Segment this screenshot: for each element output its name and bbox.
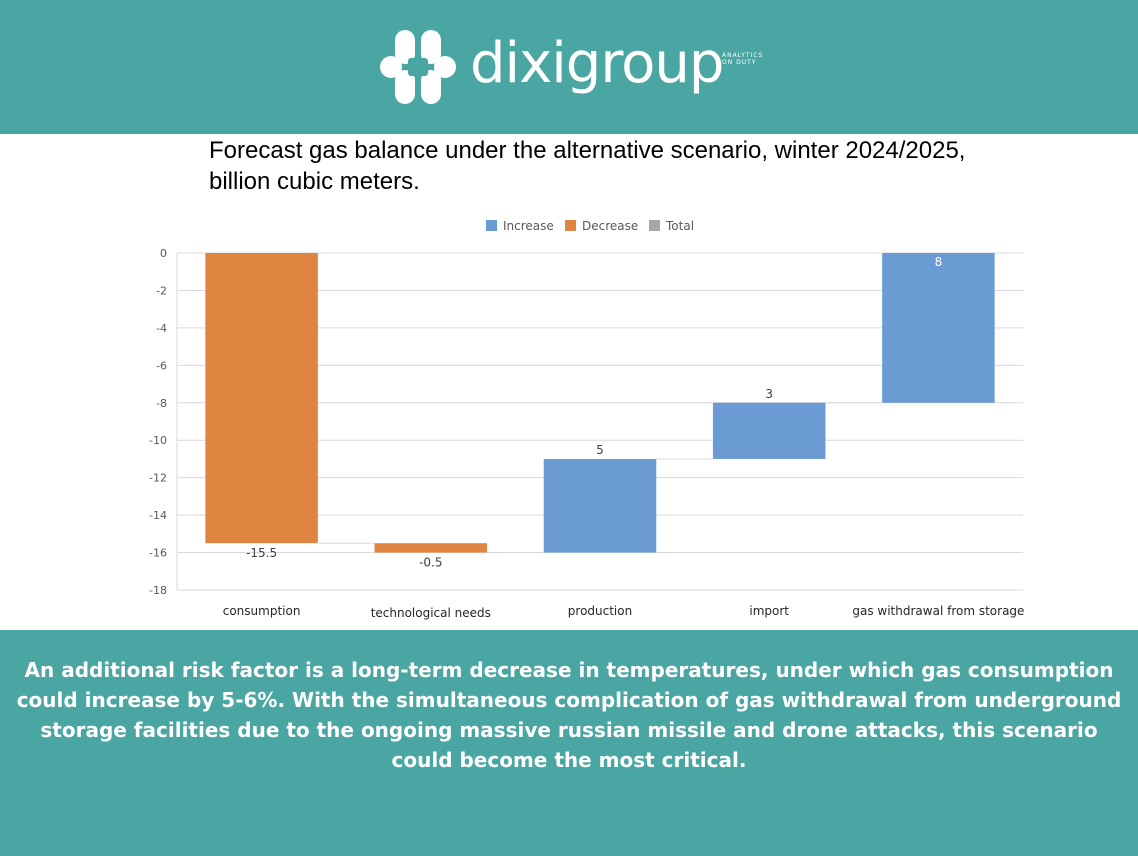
y-tick-label: -4 (156, 322, 167, 335)
category-label: consumption (223, 604, 301, 618)
data-label: 5 (596, 443, 604, 457)
dixigroup-mark-icon (380, 30, 456, 104)
bar (374, 543, 488, 553)
y-tick-label: -14 (149, 509, 167, 522)
chart-title: Forecast gas balance under the alternati… (209, 137, 966, 195)
legend-label: Increase (503, 219, 554, 233)
header-banner: dixigroup ANALYTICS ON DUTY (0, 0, 1138, 134)
footer-text: An additional risk factor is a long-term… (16, 658, 1122, 772)
category-label: import (749, 604, 789, 618)
brand-name: dixigroup (470, 31, 724, 96)
bar (205, 253, 318, 544)
y-tick-label: -8 (156, 397, 167, 410)
data-label: -15.5 (246, 546, 277, 560)
category-label: technological needs (371, 606, 491, 620)
legend-label: Decrease (582, 219, 638, 233)
y-tick-label: -18 (149, 584, 167, 597)
legend-label: Total (665, 219, 694, 233)
legend-swatch (565, 220, 576, 231)
y-tick-label: -6 (156, 359, 167, 372)
data-label: 3 (765, 387, 773, 401)
y-tick-label: -10 (149, 434, 167, 447)
dixigroup-logo: dixigroup ANALYTICS ON DUTY (378, 26, 778, 108)
bar (882, 253, 995, 403)
y-tick-label: -16 (149, 547, 167, 560)
bar (712, 402, 826, 459)
data-label: -0.5 (419, 556, 442, 570)
data-label: 8 (935, 255, 943, 269)
category-label: production (568, 604, 632, 618)
footer-banner: An additional risk factor is a long-term… (0, 630, 1138, 856)
category-label: gas withdrawal from storage (852, 604, 1024, 618)
y-tick-label: -2 (156, 284, 167, 297)
legend-swatch (649, 220, 660, 231)
brand-tagline: ANALYTICS ON DUTY (722, 52, 764, 66)
y-tick-label: 0 (160, 247, 167, 260)
legend-swatch (486, 220, 497, 231)
waterfall-chart: 0 -2 -4 -6 -8 -10 -12 -14 -16 -18 Increase Decrease… (149, 219, 1024, 620)
bar (543, 458, 657, 553)
y-tick-label: -12 (149, 472, 167, 485)
